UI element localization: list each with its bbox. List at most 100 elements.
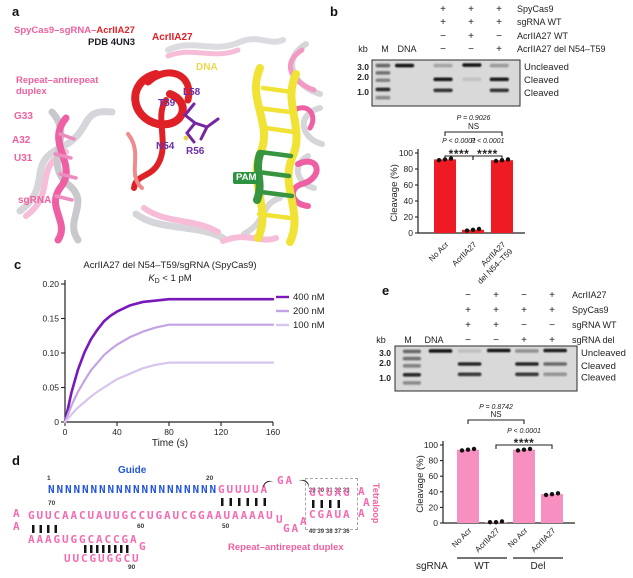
band-label: Cleaved: [581, 373, 616, 384]
pdb-label: PDB 4UN3: [88, 37, 135, 48]
size-marker-label: 2.0: [379, 358, 391, 368]
x-tick-label: 160: [266, 427, 280, 437]
kb-label-e: kb: [376, 335, 386, 345]
stat-bracket: [467, 419, 525, 424]
x-tick-label: 120: [214, 427, 228, 437]
guide-label: Guide: [118, 465, 147, 476]
bar: [457, 449, 479, 523]
stemloop2-bottom-sequence: UUCGUGGCU: [64, 552, 141, 565]
bar: [434, 159, 456, 233]
condition-label: AcrIIA27 del N54–T59: [517, 44, 606, 54]
kb-label-b: kb: [358, 44, 368, 54]
p-value-label: P = 0.8742: [479, 404, 513, 411]
significance-stars: ****: [514, 436, 535, 450]
seq-num-50: 50: [222, 523, 230, 530]
gel-band: [402, 364, 422, 368]
antirepeat-sequence: GUUCAACUAUUGCCUGAUCGGAAUAAAAU: [28, 509, 275, 522]
band-label: Uncleaved: [581, 348, 626, 359]
sgrna-label: sgRNA: [18, 195, 52, 206]
dna-lane-label-e: DNA: [424, 335, 444, 345]
stem-num: 36: [342, 529, 350, 535]
gel-band: [543, 348, 567, 353]
p-value-label: P < 0.0001: [471, 138, 505, 145]
y-tick-label: 20: [429, 502, 439, 512]
gel-band: [433, 77, 453, 82]
basepair-ticks-repeat: [221, 498, 268, 506]
gel-band: [543, 362, 567, 366]
y-tick-label: 100: [424, 440, 438, 450]
gel-band: [428, 349, 453, 353]
gel-background: [371, 59, 521, 107]
gel-band: [394, 63, 415, 68]
condition-symbol: +: [549, 335, 555, 346]
basepair-ticks-lower: [32, 525, 57, 533]
line-chart-c: AcrIIA27 del N54–T59/sgRNA (SpyCas9) KD <…: [42, 260, 324, 449]
condition-symbol: +: [493, 290, 499, 301]
condition-symbol: −: [465, 335, 471, 346]
condition-symbol: +: [549, 305, 555, 316]
x-category-label: No Acr: [506, 526, 530, 550]
panel-c-letter: c: [14, 257, 22, 272]
repeat-antirepeat-label: Repeat–antirepeat: [16, 75, 99, 86]
x-axis-label: Time (s): [152, 438, 188, 449]
condition-symbol: −: [440, 31, 446, 42]
tetraloop-label: Tetraloop: [371, 483, 381, 524]
y-tick-label: 80: [404, 164, 414, 174]
condition-symbol: +: [521, 305, 527, 316]
data-point: [505, 157, 511, 162]
stem-num: 39: [317, 529, 325, 535]
stem-num: 40: [308, 529, 316, 535]
dna-label: DNA: [196, 62, 218, 73]
data-point: [471, 446, 477, 452]
significance-stars: ****: [477, 147, 498, 161]
gel-band: [489, 88, 509, 93]
gel-band: [402, 381, 422, 385]
seq-num-60: 60: [137, 523, 145, 530]
gel-background: [394, 345, 578, 392]
gel-band: [375, 87, 391, 92]
stem-num: 30: [317, 488, 325, 494]
condition-symbol: +: [493, 305, 499, 316]
condition-label: AcrIIA27: [572, 290, 607, 300]
group-label: Del: [530, 561, 545, 572]
data-point: [476, 226, 482, 232]
marker-lane-label-e: M: [404, 335, 412, 345]
x-category-label: AcrIIA27: [450, 240, 478, 268]
dna-lane-label-b: DNA: [397, 44, 417, 54]
y-tick-label: 0: [408, 228, 413, 238]
gel-band: [375, 63, 391, 68]
gel-band: [457, 349, 482, 353]
significance-stars: ****: [449, 147, 470, 161]
y-tick-label: 60: [404, 180, 414, 190]
condition-label: sgRNA WT: [572, 320, 617, 330]
x-category-label: No Acr: [427, 240, 451, 264]
residue-u31: U31: [14, 153, 33, 164]
gel-image-b: 3.02.0 1.0 Uncleaved Cleaved Cleaved: [357, 59, 569, 107]
gel-band: [515, 349, 539, 353]
size-marker-label: 3.0: [379, 348, 391, 358]
size-marker-label: 1.0: [379, 373, 391, 383]
loop-ga: GA: [277, 474, 295, 487]
y-tick-label: 60: [429, 471, 439, 481]
gel-band: [375, 95, 391, 100]
series-line: [63, 361, 275, 424]
acriia27-label: AcrIIA27: [152, 32, 193, 43]
seq-num-90: 90: [128, 564, 136, 571]
p-value-label: P = 0.9026: [457, 115, 491, 122]
band-label: Cleaved: [524, 88, 559, 99]
connector-a: A: [300, 515, 309, 528]
condition-symbol: −: [521, 290, 527, 301]
condition-symbol: −: [468, 44, 474, 55]
chart-title: AcrIIA27 del N54–T59/sgRNA (SpyCas9): [83, 260, 256, 271]
condition-symbol: +: [468, 17, 474, 28]
stat-bracket: [495, 444, 553, 449]
condition-symbol: +: [440, 17, 446, 28]
residue-n54: N54: [156, 141, 175, 152]
gel-band: [402, 373, 422, 377]
connector-ga: GA: [283, 522, 301, 535]
stem-num: 38: [325, 529, 333, 535]
repeat-antirepeat-duplex-label: Repeat–antirepeat duplex: [228, 542, 344, 553]
guide-sequence: NNNNNNNNNNNNNNNNNNNN: [48, 483, 219, 496]
y-tick-label: 0.15: [42, 314, 59, 324]
